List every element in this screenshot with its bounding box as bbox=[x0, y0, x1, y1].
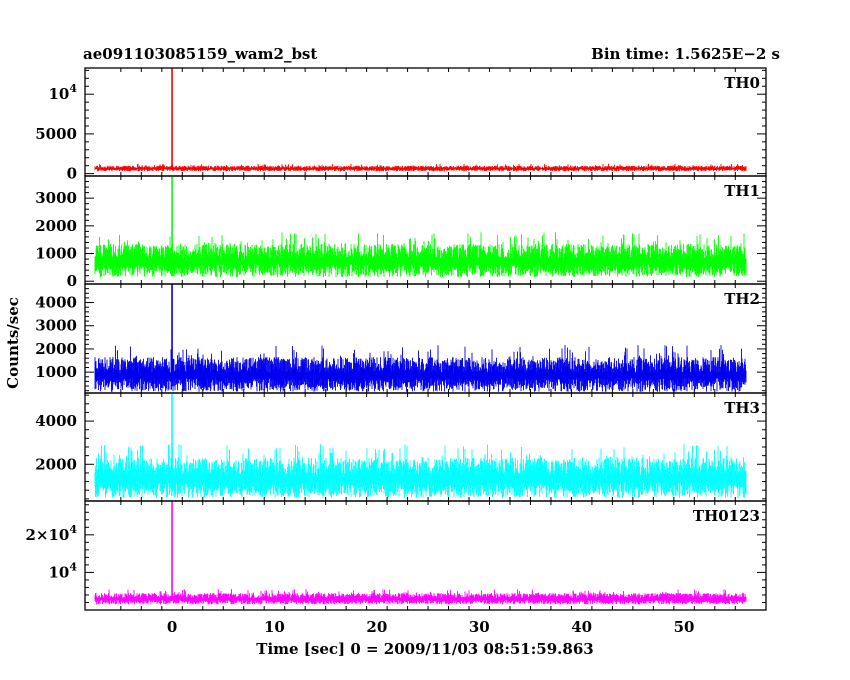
x-tick-label: 10 bbox=[264, 618, 285, 636]
th2-trace bbox=[94, 345, 747, 392]
th3-trace bbox=[94, 444, 747, 498]
th3-panel-label: TH3 bbox=[724, 399, 760, 417]
th2-y-tick-label: 4000 bbox=[35, 294, 77, 312]
y-axis-label: Counts/sec bbox=[4, 297, 22, 389]
th0-y-tick-label: 0 bbox=[67, 165, 77, 183]
th1-trace bbox=[94, 232, 747, 278]
th0-y-tick-label: 104 bbox=[48, 82, 77, 103]
th0-trace bbox=[94, 163, 747, 172]
th0123-y-tick-label: 104 bbox=[48, 560, 77, 581]
x-axis-label: Time [sec] 0 = 2009/11/03 08:51:59.863 bbox=[256, 640, 593, 658]
th2-y-tick-label: 2000 bbox=[35, 340, 77, 358]
th0-panel-frame bbox=[84, 67, 767, 177]
chart-title: ae091103085159_wam2_bst bbox=[83, 45, 317, 63]
x-tick-label: 0 bbox=[167, 618, 177, 636]
th2-y-tick-label: 3000 bbox=[35, 317, 77, 335]
th1-y-tick-label: 0 bbox=[67, 272, 77, 290]
th3-y-tick-label: 4000 bbox=[35, 412, 77, 430]
th0-panel-label: TH0 bbox=[724, 74, 760, 92]
panels-group: 0 5000 104 TH0 0 1000 2000 3000 TH1 1000 2000 3000 4… bbox=[25, 67, 767, 636]
th1-y-tick-label: 1000 bbox=[35, 245, 77, 263]
th0123-panel-frame bbox=[84, 500, 767, 611]
x-tick-label: 40 bbox=[571, 618, 592, 636]
x-tick-label: 30 bbox=[469, 618, 490, 636]
bin-time-label: Bin time: 1.5625E−2 s bbox=[591, 45, 780, 63]
x-tick-label: 20 bbox=[366, 618, 387, 636]
x-tick-label: 50 bbox=[674, 618, 695, 636]
th2-y-tick-label: 1000 bbox=[35, 363, 77, 381]
th0123-panel-label: TH0123 bbox=[693, 507, 760, 525]
th1-y-tick-label: 2000 bbox=[35, 217, 77, 235]
th2-panel-label: TH2 bbox=[724, 290, 760, 308]
th0123-trace bbox=[94, 589, 747, 605]
th0-y-tick-label: 5000 bbox=[35, 125, 77, 143]
th3-y-tick-label: 2000 bbox=[35, 455, 77, 473]
th1-panel-label: TH1 bbox=[724, 182, 760, 200]
th0123-y-tick-label: 2×104 bbox=[25, 523, 77, 544]
th1-y-tick-label: 3000 bbox=[35, 189, 77, 207]
